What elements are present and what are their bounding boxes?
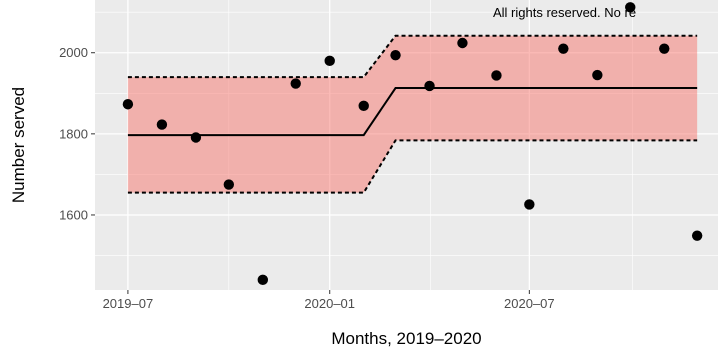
x-axis-title: Months, 2019–2020 (331, 329, 481, 348)
lower-limit-line (127, 139, 698, 194)
data-point (558, 43, 569, 54)
data-points (122, 2, 703, 286)
data-point (390, 49, 401, 61)
y-axis: 1600 1800 2000 (59, 45, 95, 222)
annotation-text: All rights reserved. No re (493, 5, 636, 20)
data-point (659, 43, 670, 54)
data-point (457, 37, 468, 49)
data-point (190, 132, 202, 143)
x-tick-label: 2020–07 (504, 296, 555, 311)
data-point (592, 69, 603, 81)
data-point (524, 199, 535, 210)
data-point (424, 80, 435, 92)
x-tick-label: 2019–07 (103, 296, 154, 311)
y-tick-label: 1600 (59, 207, 88, 222)
upper-limit-line (127, 34, 698, 79)
data-point (223, 179, 235, 190)
data-point (257, 274, 269, 286)
x-axis: 2019–07 2020–01 2020–07 (103, 290, 555, 311)
y-axis-title: Number served (9, 87, 28, 203)
data-point (625, 2, 636, 13)
y-tick-label: 2000 (59, 45, 88, 60)
data-point (491, 70, 502, 81)
data-point (122, 99, 134, 110)
center-line (127, 87, 698, 137)
control-band (127, 35, 698, 193)
y-tick-label: 1800 (59, 126, 88, 141)
data-point (324, 55, 335, 67)
data-point (691, 230, 703, 241)
x-tick-label: 2020–01 (304, 296, 355, 311)
data-point (156, 119, 168, 130)
data-point (358, 100, 369, 112)
data-point (290, 78, 301, 89)
